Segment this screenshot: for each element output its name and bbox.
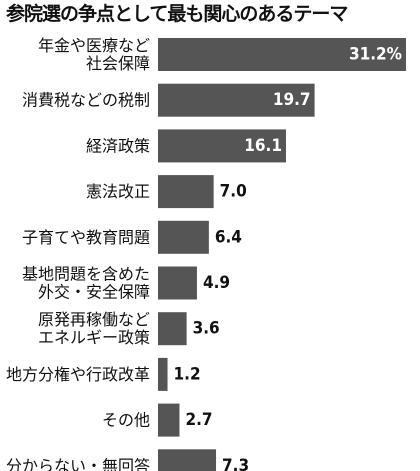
value-label-7: 1.2: [174, 364, 201, 384]
value-label-5: 4.9: [203, 273, 230, 293]
category-label-7-0: 地方分権や行政改革: [6, 365, 150, 384]
value-label-0: 31.2%: [349, 45, 402, 65]
category-label-0-1: 社会保障: [86, 54, 150, 73]
value-label-3: 7.0: [220, 182, 247, 202]
category-label-9-0: 分からない・無回答: [6, 456, 150, 471]
bar-1: [158, 83, 315, 117]
value-label-9: 7.3: [222, 456, 249, 471]
value-label-1: 19.7: [273, 90, 311, 110]
bar-9: [158, 449, 217, 471]
chart-title: 参院選の争点として最も関心のあるテーマ: [6, 3, 348, 25]
category-label-3-0: 憲法改正: [86, 182, 150, 201]
bar-5: [158, 266, 197, 300]
category-label-6-0: 原発再稼働など: [38, 310, 150, 329]
value-label-6: 3.6: [193, 319, 220, 339]
bar-7: [158, 357, 168, 391]
bar-3: [158, 175, 214, 209]
category-label-8-0: その他: [102, 411, 150, 430]
category-label-5-1: 外交・安全保障: [38, 283, 150, 302]
bar-0: [158, 38, 406, 71]
category-label-4-0: 子育てや教育問題: [22, 228, 150, 247]
value-label-2: 16.1: [244, 136, 282, 156]
value-label-8: 2.7: [185, 410, 212, 430]
category-label-5-0: 基地問題を含めた: [22, 265, 150, 284]
bar-4: [158, 220, 209, 254]
value-label-4: 6.4: [215, 227, 242, 247]
bar-8: [158, 403, 180, 437]
category-label-0-0: 年金や医療など: [38, 36, 150, 55]
bar-6: [158, 312, 187, 346]
category-label-1-0: 消費税などの税制: [22, 91, 150, 110]
bar-2: [158, 129, 286, 163]
category-label-2-0: 経済政策: [86, 136, 150, 155]
category-label-6-1: エネルギー政策: [38, 328, 150, 347]
